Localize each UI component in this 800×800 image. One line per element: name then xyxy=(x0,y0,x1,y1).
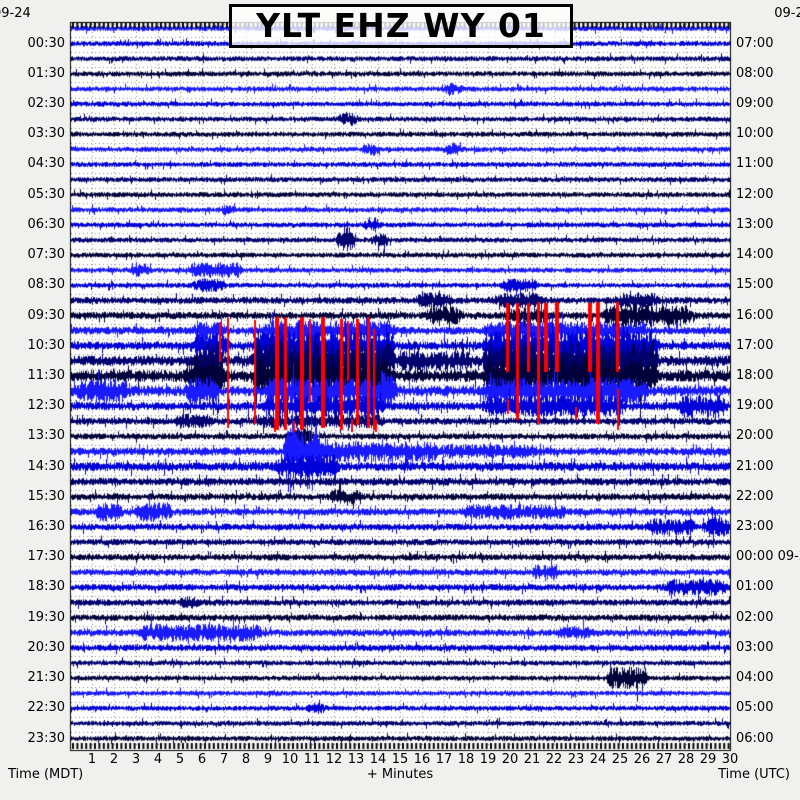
axis-label-mdt: Time (MDT) xyxy=(8,767,84,782)
axis-label-utc: Time (UTC) xyxy=(718,767,790,782)
date-top-right: 09-24 xyxy=(774,6,800,21)
station-title: YLT EHZ WY 01 xyxy=(256,6,546,45)
title-box: YLT EHZ WY 01 xyxy=(229,4,573,48)
date-top-left: 09-24 xyxy=(0,6,31,21)
axis-label-minutes: + Minutes xyxy=(366,767,434,782)
